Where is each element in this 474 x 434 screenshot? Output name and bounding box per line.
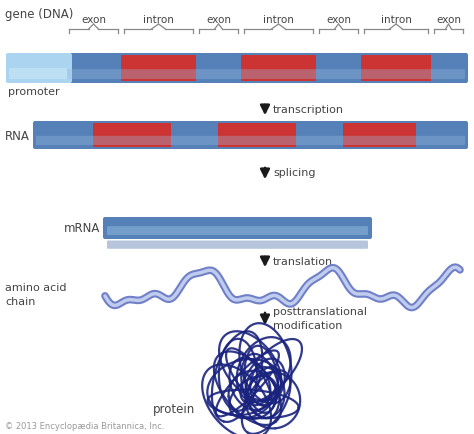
- FancyBboxPatch shape: [33, 121, 468, 149]
- FancyBboxPatch shape: [6, 53, 72, 83]
- Text: protein: protein: [153, 404, 195, 417]
- Text: mRNA: mRNA: [64, 223, 100, 236]
- FancyBboxPatch shape: [107, 240, 368, 249]
- Text: splicing: splicing: [273, 168, 316, 178]
- Text: translation: translation: [273, 257, 333, 267]
- Text: intron: intron: [381, 15, 411, 25]
- Bar: [218, 123, 296, 147]
- FancyBboxPatch shape: [36, 136, 465, 145]
- Text: posttranslational
modification: posttranslational modification: [273, 307, 367, 331]
- Bar: [121, 55, 196, 81]
- Text: exon: exon: [436, 15, 461, 25]
- Text: amino acid
chain: amino acid chain: [5, 283, 66, 306]
- Text: exon: exon: [206, 15, 231, 25]
- Bar: [241, 55, 316, 81]
- FancyBboxPatch shape: [67, 69, 465, 79]
- Text: RNA: RNA: [5, 129, 30, 142]
- FancyBboxPatch shape: [103, 217, 372, 239]
- Text: promoter: promoter: [8, 87, 60, 97]
- Text: intron: intron: [143, 15, 174, 25]
- Text: exon: exon: [326, 15, 351, 25]
- FancyBboxPatch shape: [64, 53, 468, 83]
- Bar: [93, 123, 171, 147]
- Text: gene (DNA): gene (DNA): [5, 8, 73, 21]
- Bar: [343, 123, 416, 147]
- Text: intron: intron: [263, 15, 294, 25]
- Text: © 2013 Encyclopædia Britannica, Inc.: © 2013 Encyclopædia Britannica, Inc.: [5, 422, 164, 431]
- Text: exon: exon: [81, 15, 106, 25]
- FancyBboxPatch shape: [9, 68, 67, 79]
- Bar: [361, 55, 431, 81]
- FancyBboxPatch shape: [107, 226, 368, 235]
- Text: transcription: transcription: [273, 105, 344, 115]
